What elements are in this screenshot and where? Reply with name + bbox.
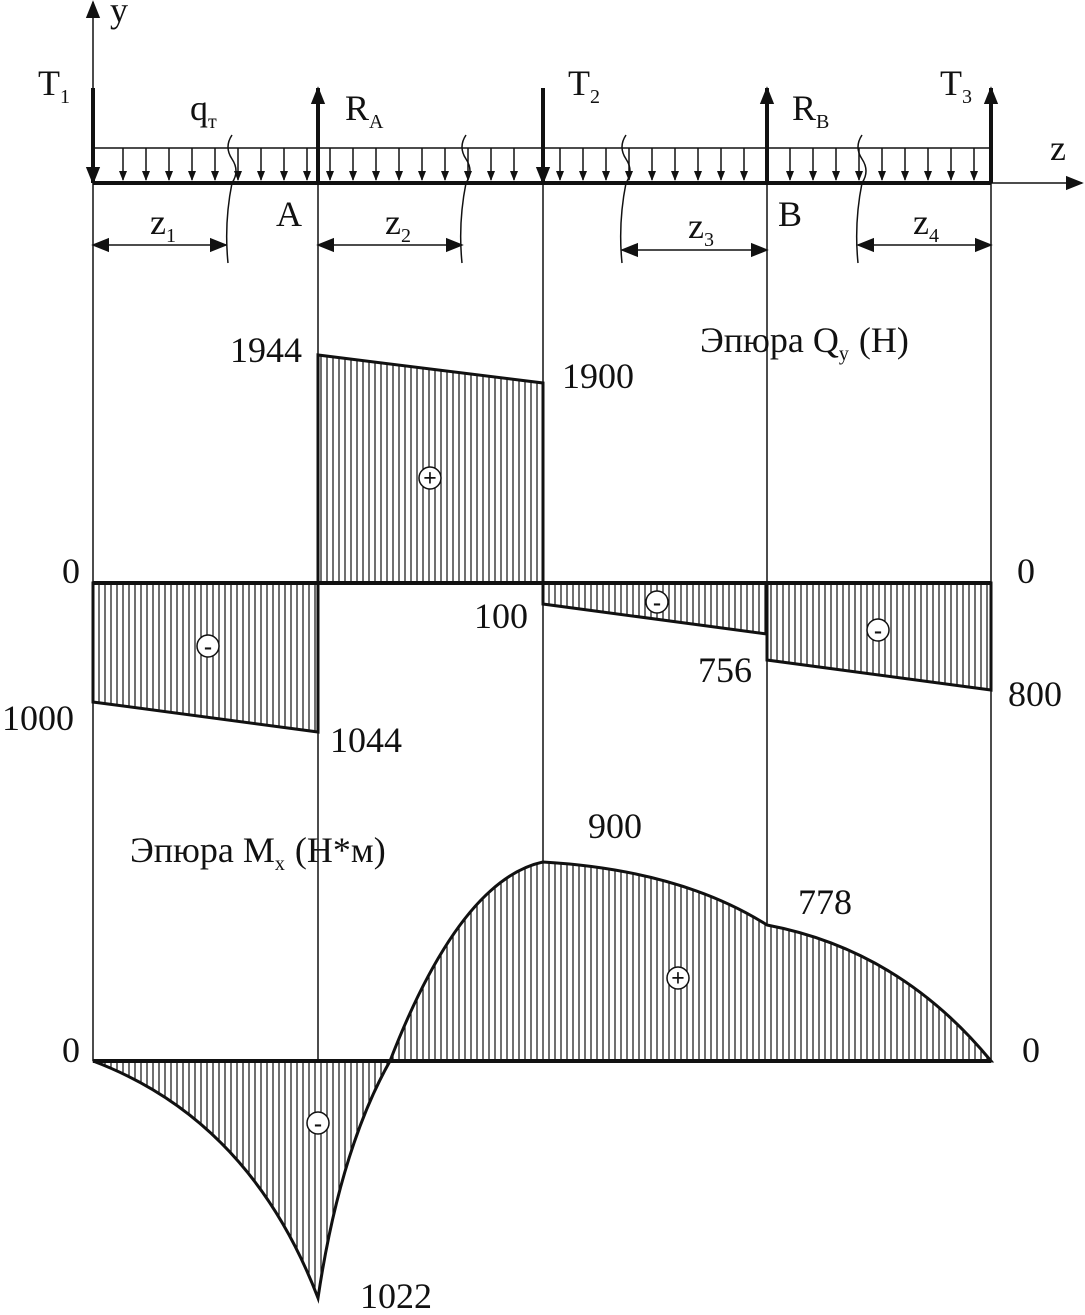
- value-label: 1022: [360, 1276, 432, 1315]
- value-label: 100: [474, 596, 528, 636]
- value-label: 800: [1008, 674, 1062, 714]
- sign-circle: [645, 590, 669, 614]
- support-label: A: [276, 194, 302, 234]
- value-label: 0: [1017, 551, 1035, 591]
- segment-label: z4: [913, 202, 939, 247]
- load-label: T2: [568, 63, 600, 108]
- sign-circle: [866, 618, 890, 642]
- sign-circle: [666, 966, 690, 990]
- layout: [85, 0, 1084, 1304]
- diagram-title: Эпюра Qy (H): [700, 320, 909, 365]
- moment-area: [92, 1059, 393, 1304]
- axis-label: z: [1050, 128, 1066, 168]
- value-label: 1044: [330, 720, 402, 760]
- value-label: 1000: [2, 698, 74, 738]
- sign: -: [874, 618, 882, 644]
- support-label: B: [778, 194, 802, 234]
- sign: -: [653, 590, 661, 616]
- segment-label: z2: [385, 202, 411, 247]
- value-label: 900: [588, 806, 642, 846]
- value-label: 778: [798, 882, 852, 922]
- value-label: 756: [698, 650, 752, 690]
- value-label: 0: [62, 1030, 80, 1070]
- moment-area: [387, 860, 995, 1063]
- segment-label: z3: [688, 206, 714, 251]
- sign-circle: [196, 634, 220, 658]
- sign: -: [204, 634, 212, 660]
- axis-label: y: [110, 0, 128, 30]
- value-label: 0: [1022, 1030, 1040, 1070]
- sign: -: [314, 1111, 322, 1137]
- sign: +: [671, 966, 685, 992]
- load-label: T1: [38, 63, 70, 108]
- value-label: 1944: [230, 330, 302, 370]
- load-label: T3: [940, 63, 972, 108]
- sign: +: [423, 466, 437, 492]
- sign-circle: [306, 1111, 330, 1135]
- sign-circle: [418, 466, 442, 490]
- diagram-title: Эпюра Mx (H*м): [130, 830, 386, 875]
- segment-label: z1: [150, 202, 176, 247]
- value-label: 0: [62, 551, 80, 591]
- break-line: [225, 134, 237, 264]
- break-line: [855, 134, 867, 264]
- value-label: 1900: [562, 356, 634, 396]
- load-label: RA: [345, 88, 384, 133]
- load-label: qт: [190, 88, 217, 133]
- load-label: RB: [792, 88, 829, 133]
